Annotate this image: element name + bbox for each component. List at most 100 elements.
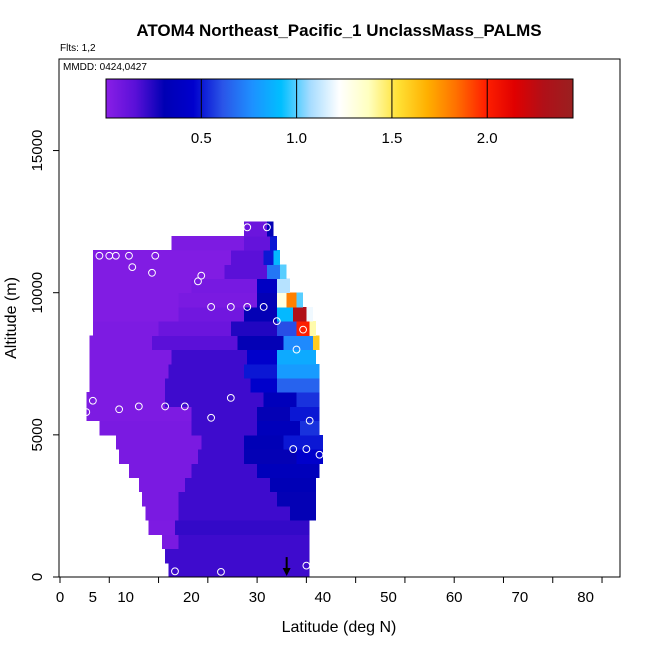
data-point: [305, 416, 314, 425]
data-point: [207, 303, 216, 311]
heatmap-cell: [276, 349, 317, 365]
heatmap-cell: [158, 321, 231, 336]
heatmap-cell: [306, 306, 313, 322]
heatmap-cell: [115, 434, 202, 450]
heatmap-cell: [99, 420, 192, 436]
heatmap-cell: [128, 463, 192, 478]
heatmap-cell: [296, 392, 320, 407]
heatmap-cell: [266, 264, 281, 279]
y-tick-label: 15000: [29, 130, 46, 172]
y-axis-label: Altitude (m): [3, 277, 20, 359]
data-point: [88, 396, 97, 405]
heatmap-cell: [165, 392, 264, 407]
heatmap-cell: [243, 363, 277, 379]
data-point: [194, 277, 202, 286]
x-tick-label: 20: [183, 589, 200, 606]
heatmap-cell: [145, 505, 179, 521]
heatmap-cell: [178, 306, 244, 322]
heatmap-cell: [296, 292, 304, 308]
heatmap-cell: [293, 306, 307, 322]
heatmap-cell: [178, 292, 258, 308]
heatmap-cell: [296, 321, 310, 336]
chart-annotation: MMDD: 0424,0427: [63, 62, 147, 73]
heatmap-cell: [257, 278, 277, 294]
heatmap-cell: [86, 392, 166, 407]
colorbar-tick-label: 2.0: [477, 130, 498, 147]
x-tick-label: 5: [89, 589, 97, 606]
heatmap-cell: [230, 321, 277, 336]
x-tick-label: 80: [577, 589, 594, 606]
x-tick-label: 60: [446, 589, 463, 606]
heatmap-cell: [86, 406, 192, 422]
heatmap-cell: [243, 434, 284, 450]
data-point: [259, 303, 268, 311]
data-point: [243, 303, 252, 311]
heatmap-cell: [148, 520, 175, 535]
data-point: [134, 402, 143, 411]
heatmap-cell: [168, 363, 244, 379]
heatmap-cell: [92, 264, 225, 279]
data-point: [171, 567, 179, 576]
x-axis: 0 5 10 20 30 40 50 60 70 80: [56, 577, 603, 606]
heatmap-cell: [178, 491, 277, 507]
chart-subtitle: Flts: 1,2: [60, 43, 96, 54]
heatmap-cell: [270, 235, 277, 251]
data-point: [299, 325, 307, 334]
heatmap-cell: [92, 306, 179, 322]
heatmap-cell: [89, 349, 172, 365]
data-point: [197, 271, 206, 280]
data-point: [226, 393, 235, 402]
data-point: [115, 405, 124, 414]
heatmap-cell: [270, 477, 317, 493]
data-point: [243, 223, 252, 232]
heatmap-cell: [257, 406, 290, 422]
colorbar: 0.5 1.0 1.5 2.0: [105, 78, 574, 147]
observation-points: [82, 223, 324, 576]
heatmap-cell: [174, 520, 310, 535]
data-point: [180, 402, 189, 411]
x-tick-label: 40: [314, 589, 331, 606]
heatmap-cell: [119, 449, 198, 464]
heatmap-cell: [276, 306, 294, 322]
heatmap-cell: [276, 321, 297, 336]
heatmap-cell: [230, 250, 264, 265]
heatmap-cell: [243, 235, 271, 251]
heatmap-cell: [257, 463, 320, 478]
colorbar-tick-label: 1.5: [381, 130, 402, 147]
data-point: [226, 303, 235, 311]
heatmap-cell: [289, 406, 320, 422]
heatmap-cell: [286, 292, 297, 308]
heatmap-cell: [165, 377, 251, 393]
data-point: [302, 445, 311, 453]
data-point: [128, 263, 137, 272]
heatmap-cell: [243, 449, 297, 464]
heatmap-cell: [237, 335, 284, 351]
heatmap-cell: [191, 420, 258, 436]
heatmap-cell: [178, 505, 290, 521]
data-point: [263, 223, 271, 232]
x-tick-label: 30: [249, 589, 266, 606]
heatmap-cell: [92, 250, 231, 265]
heatmap-cell: [263, 250, 274, 265]
data-point: [289, 445, 298, 453]
heatmap-cell: [280, 264, 287, 279]
arrow-marker: [282, 557, 291, 576]
heatmap-cell: [197, 449, 244, 464]
heatmap-cell: [243, 306, 277, 322]
heatmap-cell: [191, 463, 258, 478]
y-tick-label: 10000: [29, 272, 46, 314]
data-point: [111, 251, 120, 260]
data-point: [217, 567, 225, 576]
y-axis: 0 5000 10000 15000: [29, 130, 59, 581]
data-point: [207, 413, 216, 422]
heatmap-cell: [247, 349, 277, 365]
data-point: [272, 317, 281, 326]
x-tick-label: 70: [512, 589, 529, 606]
heatmap-cell: [184, 477, 271, 493]
heatmap-cell: [171, 235, 244, 251]
heatmap-cell: [263, 392, 297, 407]
heatmap-cell: [289, 505, 317, 521]
heatmap-cell: [250, 377, 277, 393]
heatmap-cell: [178, 534, 310, 550]
data-point: [82, 408, 91, 417]
